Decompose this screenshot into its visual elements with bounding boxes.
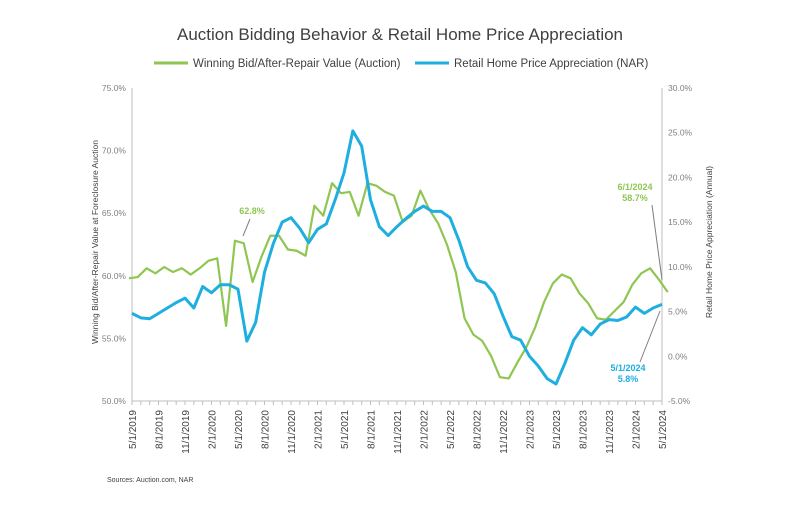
x-tick-label: 8/1/2020 bbox=[261, 410, 272, 449]
left-tick-label: 70.0% bbox=[102, 146, 127, 156]
right-tick-label: 10.0% bbox=[668, 262, 693, 272]
right-tick-label: 5.0% bbox=[668, 307, 688, 317]
series-line-retail bbox=[131, 129, 663, 386]
chart-title: Auction Bidding Behavior & Retail Home P… bbox=[177, 25, 623, 44]
x-tick-label: 5/1/2023 bbox=[552, 410, 563, 449]
legend: Winning Bid/After-Repair Value (Auction)… bbox=[154, 58, 648, 70]
right-tick-label: 20.0% bbox=[668, 172, 693, 182]
left-axis-label: Winning Bid/After-Repair Value at Forecl… bbox=[90, 140, 100, 344]
sources-note: Sources: Auction.com, NAR bbox=[107, 477, 193, 484]
x-tick-label: 5/1/2019 bbox=[128, 410, 139, 449]
series-line-auction bbox=[128, 182, 669, 380]
x-tick-label: 2/1/2022 bbox=[420, 410, 431, 449]
x-tick-label: 8/1/2019 bbox=[155, 410, 166, 449]
x-tick-label: 11/1/2022 bbox=[499, 410, 510, 454]
x-tick-label: 5/1/2024 bbox=[658, 410, 669, 449]
right-y-axis: -5.0% 0.0% 5.0% 10.0% 15.0% 20.0% 25.0% 30.0% bbox=[661, 83, 693, 406]
annotation-auction-peak: 62.8% bbox=[239, 206, 265, 216]
x-tick-label: 8/1/2022 bbox=[473, 410, 484, 449]
annotation-auction-date: 6/1/2024 bbox=[617, 182, 652, 192]
right-tick-label: -5.0% bbox=[668, 396, 691, 406]
left-tick-label: 50.0% bbox=[102, 396, 127, 406]
x-tick-label: 5/1/2021 bbox=[340, 410, 351, 449]
left-tick-label: 75.0% bbox=[102, 83, 127, 93]
legend-label-auction: Winning Bid/After-Repair Value (Auction) bbox=[193, 58, 401, 70]
x-tick-label: 11/1/2023 bbox=[605, 410, 616, 454]
x-tick-label: 11/1/2021 bbox=[393, 410, 404, 454]
right-tick-label: 0.0% bbox=[668, 351, 688, 361]
x-tick-label: 8/1/2021 bbox=[367, 410, 378, 449]
left-y-axis: 50.0% 55.0% 60.0% 65.0% 70.0% 75.0% bbox=[102, 83, 133, 406]
x-tick-label: 8/1/2023 bbox=[579, 410, 590, 449]
series-layer bbox=[128, 129, 669, 386]
annotation-retail-date: 5/1/2024 bbox=[610, 363, 645, 373]
legend-label-retail: Retail Home Price Appreciation (NAR) bbox=[454, 58, 648, 70]
right-tick-label: 15.0% bbox=[668, 217, 693, 227]
left-tick-label: 60.0% bbox=[102, 271, 127, 281]
annotation-leader bbox=[639, 310, 661, 363]
right-axis-label: Retail Home Price Appreciation (Annual) bbox=[704, 166, 714, 318]
annotation-leader bbox=[651, 204, 663, 281]
x-tick-label: 11/1/2020 bbox=[287, 410, 298, 454]
x-tick-label: 5/1/2022 bbox=[446, 410, 457, 449]
x-tick-label: 2/1/2023 bbox=[526, 410, 537, 449]
x-tick-label: 11/1/2019 bbox=[181, 410, 192, 454]
x-tick-label: 5/1/2020 bbox=[234, 410, 245, 449]
left-tick-label: 55.0% bbox=[102, 333, 127, 343]
annotation-retail-value: 5.8% bbox=[618, 374, 639, 384]
x-tick-label: 2/1/2020 bbox=[208, 410, 219, 449]
x-tick-label: 2/1/2024 bbox=[632, 410, 643, 449]
right-tick-label: 25.0% bbox=[668, 128, 693, 138]
left-tick-label: 65.0% bbox=[102, 208, 127, 218]
x-axis: 5/1/2019 8/1/2019 11/1/2019 2/1/2020 5/1/202… bbox=[128, 400, 669, 454]
annotation-leader bbox=[242, 218, 251, 237]
x-tick-label: 2/1/2021 bbox=[314, 410, 325, 449]
right-tick-label: 30.0% bbox=[668, 83, 693, 93]
annotation-auction-value: 58.7% bbox=[622, 193, 648, 203]
